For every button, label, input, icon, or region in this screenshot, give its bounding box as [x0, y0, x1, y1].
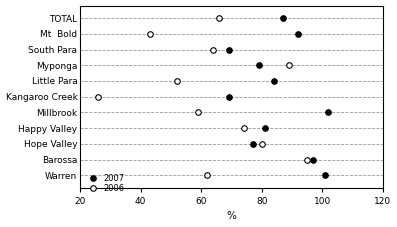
Legend: 2007, 2006: 2007, 2006 [85, 174, 125, 193]
X-axis label: %: % [227, 211, 237, 222]
